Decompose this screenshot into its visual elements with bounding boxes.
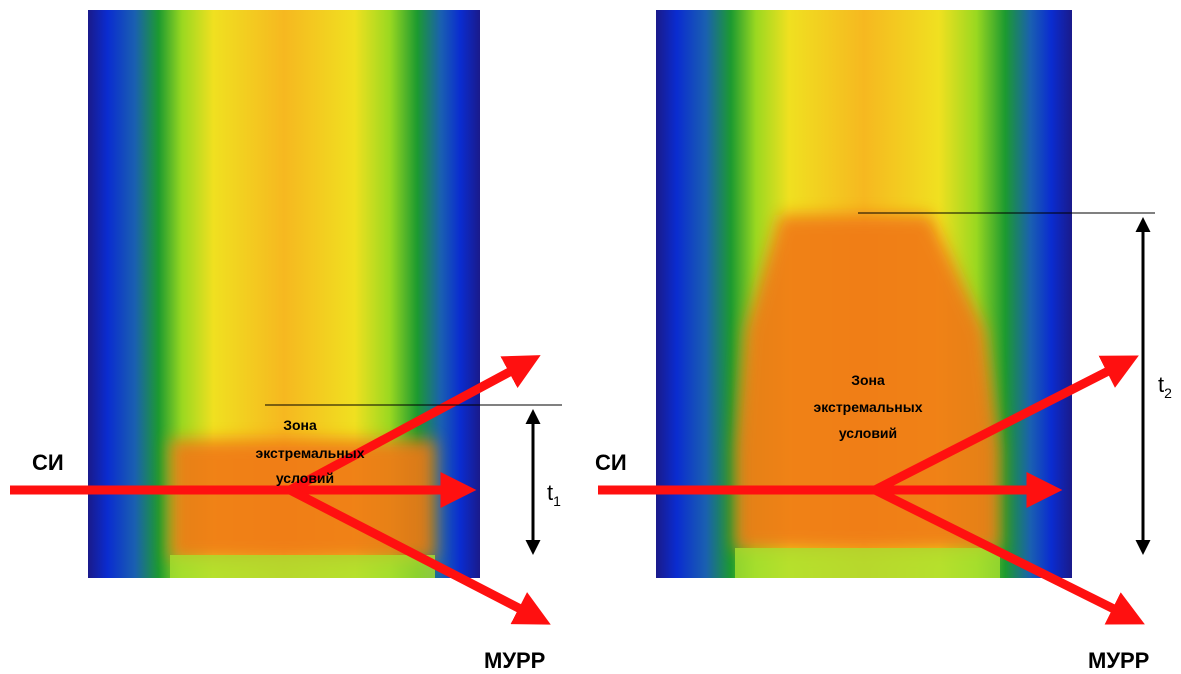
scatter-label: МУРР (1088, 648, 1149, 673)
time-label: t1 (547, 480, 561, 509)
diagram: СИ МУРР Зона экстремальных условий t1 СИ… (0, 0, 1181, 674)
zone-line: условий (276, 470, 334, 486)
zone-line: экстремальных (813, 399, 922, 415)
time-index: 2 (1164, 385, 1172, 401)
time-label: t2 (1158, 372, 1172, 401)
zone-line: Зона (851, 372, 885, 388)
source-label: СИ (32, 450, 64, 475)
zone-line: экстремальных (255, 445, 364, 461)
source-label: СИ (595, 450, 627, 475)
zone-line: условий (839, 425, 897, 441)
scatter-label: МУРР (484, 648, 545, 673)
time-index: 1 (553, 493, 561, 509)
zone-line: Зона (283, 417, 317, 433)
